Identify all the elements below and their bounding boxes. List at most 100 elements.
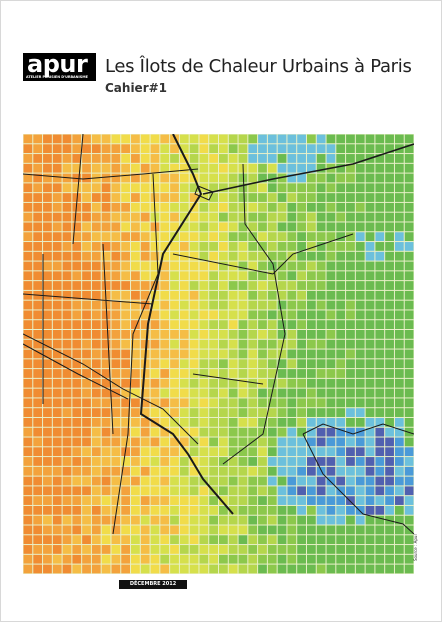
map-cell [52,505,62,515]
map-cell [72,330,82,339]
map-cell [375,564,385,574]
map-cell [365,535,375,545]
map-cell [199,545,209,554]
map-cell [385,457,394,466]
map-cell [355,564,365,574]
map-cell [62,554,72,564]
map-cell [258,545,267,554]
map-cell [62,281,72,290]
map-cell [228,486,238,496]
map-cell [355,212,365,222]
map-cell [297,408,306,417]
map-cell [23,330,33,339]
map-cell [140,408,150,417]
map-cell [336,251,346,261]
map-cell [33,486,43,496]
map-cell [404,144,414,154]
map-cell [199,427,209,437]
map-cell [297,310,306,320]
map-cell [199,339,209,349]
map-cell [33,261,43,271]
map-cell [101,310,111,320]
map-cell [23,261,33,271]
map-cell [404,388,414,398]
map-cell [199,300,209,310]
map-cell [131,310,140,320]
map-cell [375,310,385,320]
map-cell [111,300,121,310]
map-cell [385,193,394,202]
map-cell [355,359,365,369]
map-cell [72,466,82,476]
map-cell [287,154,297,163]
map-cell [385,212,394,222]
map-cell [52,545,62,554]
map-cell [355,134,365,144]
map-cell [72,447,82,457]
map-cell [336,300,346,310]
map-cell [131,525,140,535]
map-cell [23,408,33,417]
map-cell [346,271,355,281]
map-cell [33,251,43,261]
map-cell [219,320,228,329]
map-cell [385,330,394,339]
map-cell [355,505,365,515]
map-cell [150,554,160,564]
map-cell [365,310,375,320]
map-cell [72,163,82,173]
map-cell [33,505,43,515]
map-cell [316,154,326,163]
map-cell [179,242,189,251]
map-cell [346,359,355,369]
map-cell [238,330,248,339]
map-cell [277,525,287,535]
map-cell [326,359,336,369]
map-cell [91,496,101,505]
map-cell [228,545,238,554]
map-cell [394,466,404,476]
map-cell [404,359,414,369]
map-cell [23,388,33,398]
map-cell [306,378,316,388]
map-cell [219,202,228,212]
map-cell [277,154,287,163]
map-cell [170,369,179,378]
map-cell [121,505,131,515]
map-cell [258,427,267,437]
map-cell [121,545,131,554]
map-cell [219,398,228,408]
map-cell [82,163,91,173]
map-cell [160,271,170,281]
map-cell [199,163,209,173]
map-cell [316,134,326,144]
map-cell [346,427,355,437]
map-cell [199,330,209,339]
map-cell [219,242,228,251]
map-cell [23,242,33,251]
map-cell [297,486,306,496]
map-cell [287,193,297,202]
map-cell [287,183,297,193]
map-cell [170,408,179,417]
map-cell [160,232,170,242]
map-cell [62,466,72,476]
map-cell [287,163,297,173]
map-cell [140,183,150,193]
map-cell [101,466,111,476]
map-cell [404,163,414,173]
map-cell [23,476,33,486]
map-cell [267,417,277,427]
map-cell [199,457,209,466]
map-cell [287,457,297,466]
map-cell [121,232,131,242]
map-cell [365,339,375,349]
map-cell [33,388,43,398]
map-cell [306,134,316,144]
map-cell [111,163,121,173]
map-cell [404,486,414,496]
map-cell [385,554,394,564]
map-cell [23,271,33,281]
map-cell [72,564,82,574]
